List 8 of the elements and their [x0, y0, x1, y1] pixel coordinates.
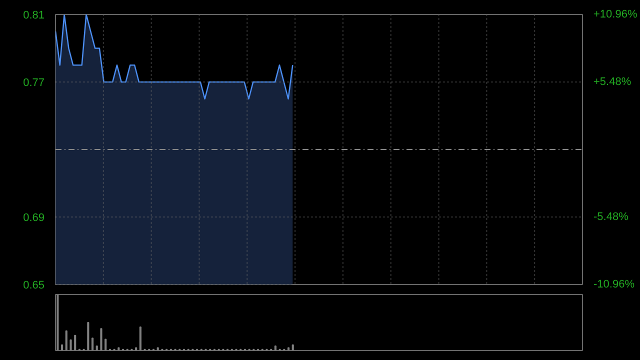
y2-tick-label: +10.96%	[594, 8, 638, 20]
y2-tick-label: -5.48%	[594, 211, 629, 223]
y2-tick-label: -10.96%	[594, 278, 635, 290]
y-tick-label: 0.81	[23, 10, 45, 22]
y2-tick-label: +5.48%	[594, 76, 632, 88]
y-tick-label: 0.65	[23, 280, 45, 292]
y-tick-label: 0.69	[23, 212, 45, 224]
y-tick-label: 0.77	[23, 77, 45, 89]
